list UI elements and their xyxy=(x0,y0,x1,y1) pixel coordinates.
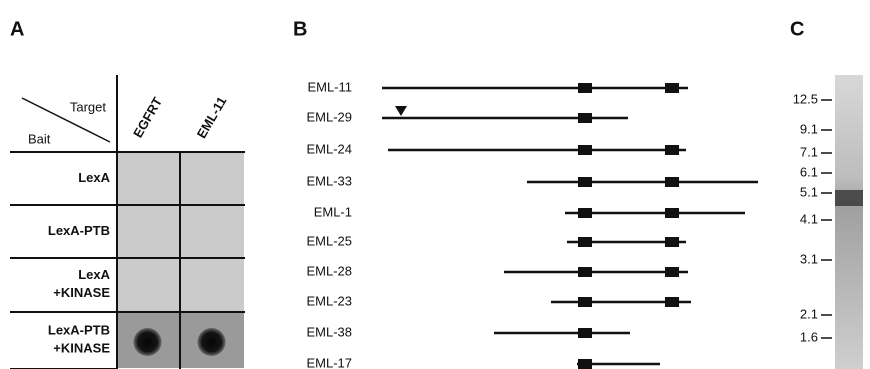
colony-spot xyxy=(134,328,162,356)
domain-box xyxy=(665,237,679,247)
column-header: EML-11 xyxy=(194,94,230,141)
size-marker: 1.6 xyxy=(800,329,818,344)
domain-box xyxy=(578,208,592,218)
domain-box xyxy=(578,328,592,338)
domain-box xyxy=(665,145,679,155)
clone-label: EML-29 xyxy=(306,109,352,124)
size-marker: 6.1 xyxy=(800,164,818,179)
clone-label: EML-17 xyxy=(306,355,352,369)
domain-box xyxy=(665,267,679,277)
row-label: LexA-PTB xyxy=(48,223,110,238)
domain-box xyxy=(665,177,679,187)
size-marker: 3.1 xyxy=(800,251,818,266)
row-label: LexA-PTB+KINASE xyxy=(48,323,110,356)
domain-box xyxy=(578,145,592,155)
domain-box xyxy=(578,177,592,187)
cell xyxy=(118,206,179,257)
insertion-marker xyxy=(395,106,407,116)
cell xyxy=(118,259,179,311)
size-marker: 5.1 xyxy=(800,184,818,199)
cell xyxy=(181,259,244,311)
bait-header: Bait xyxy=(28,131,51,146)
row-label: LexA xyxy=(78,170,110,185)
panel-label: C xyxy=(790,18,804,40)
cell xyxy=(181,206,244,257)
target-header: Target xyxy=(70,99,107,114)
panel-label: B xyxy=(293,18,307,40)
gel-lane xyxy=(835,75,863,369)
size-marker: 7.1 xyxy=(800,144,818,159)
size-marker: 12.5 xyxy=(793,91,818,106)
clone-label: EML-25 xyxy=(306,233,352,248)
size-marker: 9.1 xyxy=(800,121,818,136)
panel-label: A xyxy=(10,18,24,40)
clone-label: EML-11 xyxy=(307,79,352,94)
domain-box xyxy=(578,83,592,93)
domain-box xyxy=(665,83,679,93)
cell xyxy=(181,153,244,204)
domain-box xyxy=(578,297,592,307)
clone-label: EML-28 xyxy=(306,263,352,278)
panel-b: EML-11 EML-29 EML-24 EML-33 EML-1 EML-25 EML-2… xyxy=(306,79,758,369)
domain-box xyxy=(578,267,592,277)
colony-spot xyxy=(198,328,226,356)
clone-label: EML-38 xyxy=(306,324,352,339)
domain-box xyxy=(578,113,592,123)
size-marker: 4.1 xyxy=(800,211,818,226)
panel-c: 12.5 9.1 7.1 6.1 5.1 4.1 3.1 2.1 1.6 xyxy=(793,75,863,369)
cell xyxy=(118,153,179,204)
domain-box xyxy=(578,359,592,369)
domain-box xyxy=(665,297,679,307)
clone-label: EML-33 xyxy=(306,173,352,188)
column-header: EGFRT xyxy=(130,95,165,141)
clone-label: EML-23 xyxy=(306,293,352,308)
gel-band xyxy=(835,190,863,206)
figure: A B C Target Bait EML-11EML-29EML-24EML-… xyxy=(0,0,870,369)
size-marker: 2.1 xyxy=(800,306,818,321)
domain-box xyxy=(665,208,679,218)
domain-box xyxy=(578,237,592,247)
clone-label: EML-24 xyxy=(306,141,352,156)
clone-label: EML-1 xyxy=(314,204,352,219)
row-label: LexA+KINASE xyxy=(53,267,110,300)
